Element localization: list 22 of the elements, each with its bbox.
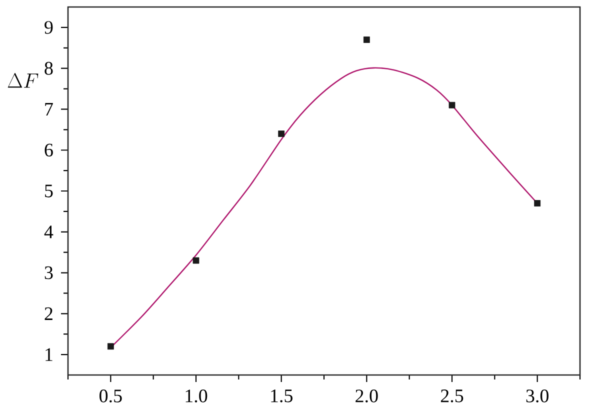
y-axis-title: $\Delta F$ <box>8 73 38 88</box>
point <box>534 200 541 206</box>
y-tick-label: 4 <box>44 226 54 238</box>
y-tick-label: 7 <box>45 103 53 116</box>
y-tick-label: 1 <box>46 348 52 361</box>
point <box>107 343 114 350</box>
x-tick-label: 3.0 <box>526 390 548 402</box>
point <box>363 36 370 43</box>
y-tick-label: 3 <box>44 266 53 280</box>
x-tick-label: 1.5 <box>271 390 292 402</box>
y-tick-label: 6 <box>44 144 53 156</box>
point <box>192 257 200 264</box>
y-tick-label: 2 <box>44 307 52 320</box>
x-tick-label: 1.0 <box>186 390 208 402</box>
point <box>448 102 456 108</box>
y-tick-label: 5 <box>45 184 53 198</box>
x-tick-label: 0.5 <box>100 390 122 402</box>
y-tick-label: 8 <box>44 62 53 75</box>
y-tick-label: 9 <box>44 21 53 34</box>
x-tick-label: 2.0 <box>356 390 378 402</box>
point <box>278 130 285 137</box>
x-tick-label: 2.5 <box>440 390 464 402</box>
